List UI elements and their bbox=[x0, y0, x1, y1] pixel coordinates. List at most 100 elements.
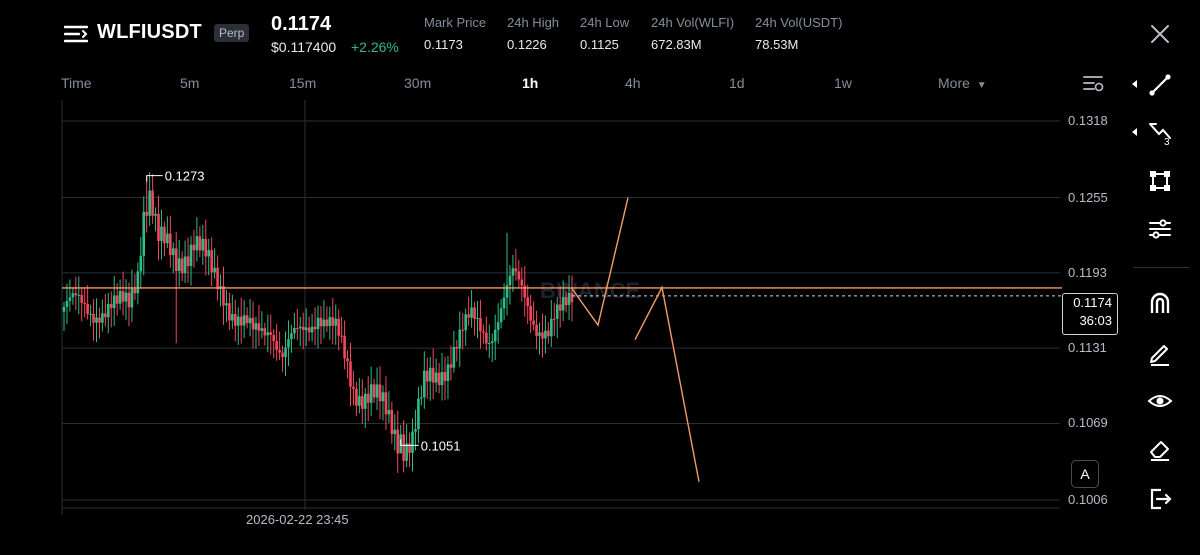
candle bbox=[83, 287, 86, 318]
candle bbox=[86, 285, 89, 320]
candle bbox=[564, 291, 568, 313]
tab-1w[interactable]: 1w bbox=[834, 75, 852, 91]
eraser-tool[interactable] bbox=[1143, 432, 1177, 466]
candle-body bbox=[216, 267, 219, 290]
shape-icon bbox=[1150, 171, 1170, 191]
candle bbox=[189, 236, 193, 286]
candle bbox=[154, 207, 157, 232]
candle-body bbox=[496, 322, 500, 330]
candle bbox=[346, 350, 349, 379]
candle bbox=[514, 248, 518, 281]
candle-body bbox=[570, 293, 574, 303]
candle bbox=[245, 307, 249, 329]
candle-body bbox=[337, 318, 340, 336]
shape-tool[interactable] bbox=[1143, 164, 1177, 198]
fib-tool[interactable]: 3 bbox=[1143, 116, 1177, 150]
candle-body bbox=[148, 190, 151, 216]
candle-body bbox=[248, 317, 252, 324]
expand-caret-icon[interactable] bbox=[1131, 128, 1139, 136]
candle-body bbox=[210, 250, 213, 273]
candle-body bbox=[529, 306, 532, 321]
stat-value-24h-vol-base: 672.83M bbox=[651, 37, 702, 52]
tab-4h[interactable]: 4h bbox=[625, 75, 641, 91]
candle-body bbox=[222, 286, 225, 306]
candle bbox=[526, 284, 529, 325]
candle-body bbox=[366, 393, 370, 403]
candle bbox=[169, 215, 172, 268]
candle bbox=[163, 221, 166, 257]
candle-body bbox=[92, 313, 95, 323]
candle bbox=[322, 300, 326, 339]
trend-line-tool[interactable] bbox=[1143, 68, 1177, 102]
current-price-label: 0.1174 36:03 bbox=[1062, 293, 1118, 335]
expand-caret-icon[interactable] bbox=[1131, 80, 1139, 88]
candle-body bbox=[325, 319, 329, 327]
candle-body bbox=[272, 334, 275, 341]
price-axis-label: 0.1193 bbox=[1068, 264, 1107, 280]
candle bbox=[434, 358, 438, 393]
chart-settings-icon[interactable] bbox=[1082, 72, 1104, 94]
candle-body bbox=[234, 314, 237, 326]
candle-body bbox=[567, 293, 571, 306]
candle-body bbox=[476, 318, 479, 320]
close-icon[interactable] bbox=[1150, 24, 1170, 44]
candle-body bbox=[411, 431, 414, 453]
candle-body bbox=[177, 258, 181, 271]
candle-body bbox=[310, 326, 314, 333]
tab-1d[interactable]: 1d bbox=[729, 75, 745, 91]
candle bbox=[337, 309, 340, 351]
candle-body bbox=[115, 295, 119, 304]
candle-body bbox=[555, 304, 559, 319]
candle bbox=[535, 310, 538, 350]
candle-body bbox=[151, 190, 154, 216]
tab-1h[interactable]: 1h bbox=[522, 75, 539, 91]
tab-15m[interactable]: 15m bbox=[289, 75, 317, 91]
candle bbox=[331, 297, 335, 345]
candle-body bbox=[361, 396, 364, 409]
stat-label-mark-price: Mark Price bbox=[424, 15, 487, 30]
candle bbox=[390, 401, 394, 444]
candle-body bbox=[455, 346, 459, 349]
svg-text:3: 3 bbox=[1164, 137, 1170, 146]
candle-body bbox=[171, 248, 175, 255]
candle-body bbox=[420, 397, 423, 399]
candle bbox=[198, 226, 202, 258]
price-axis-label: 0.1006 bbox=[1068, 492, 1108, 507]
candle bbox=[284, 331, 287, 377]
candle bbox=[366, 376, 370, 422]
candle-body bbox=[257, 323, 261, 331]
auto-scale-button[interactable]: A bbox=[1071, 460, 1099, 488]
candle bbox=[130, 269, 134, 322]
visibility-tool[interactable] bbox=[1143, 384, 1177, 418]
more-intervals-dropdown[interactable]: More ▼ bbox=[938, 75, 987, 91]
stat-label-24h-vol-quote: 24h Vol(USDT) bbox=[755, 15, 843, 30]
candlestick-chart[interactable]: BINANCE 0.1273 0.1051 bbox=[0, 100, 1130, 540]
candle-body bbox=[443, 371, 447, 381]
candle-body bbox=[440, 371, 444, 386]
tab-30m[interactable]: 30m bbox=[404, 75, 432, 91]
candle-body bbox=[414, 429, 417, 432]
candle-body bbox=[437, 372, 441, 386]
candle bbox=[207, 239, 211, 276]
candle-body bbox=[322, 319, 326, 327]
symbol-title[interactable]: WLFIUSDT bbox=[97, 21, 202, 43]
indicator-tool[interactable] bbox=[1143, 212, 1177, 246]
tab-time[interactable]: Time bbox=[61, 75, 92, 91]
candle bbox=[216, 255, 219, 301]
exit-tool[interactable] bbox=[1143, 482, 1177, 516]
candle-body bbox=[290, 333, 293, 340]
candle-body bbox=[107, 304, 110, 318]
candle-body bbox=[369, 384, 373, 403]
tab-5m[interactable]: 5m bbox=[180, 75, 200, 91]
candle bbox=[145, 175, 148, 233]
pencil-tool[interactable] bbox=[1143, 336, 1177, 370]
candle bbox=[248, 299, 252, 337]
magnet-tool[interactable] bbox=[1143, 286, 1177, 320]
candle bbox=[281, 345, 284, 372]
candle bbox=[452, 331, 456, 373]
menu-icon[interactable] bbox=[64, 24, 88, 44]
stat-label-24h-vol-base: 24h Vol(WLFI) bbox=[651, 15, 735, 30]
candle bbox=[375, 367, 379, 411]
candle-body bbox=[213, 267, 216, 273]
candle-body bbox=[458, 329, 462, 349]
